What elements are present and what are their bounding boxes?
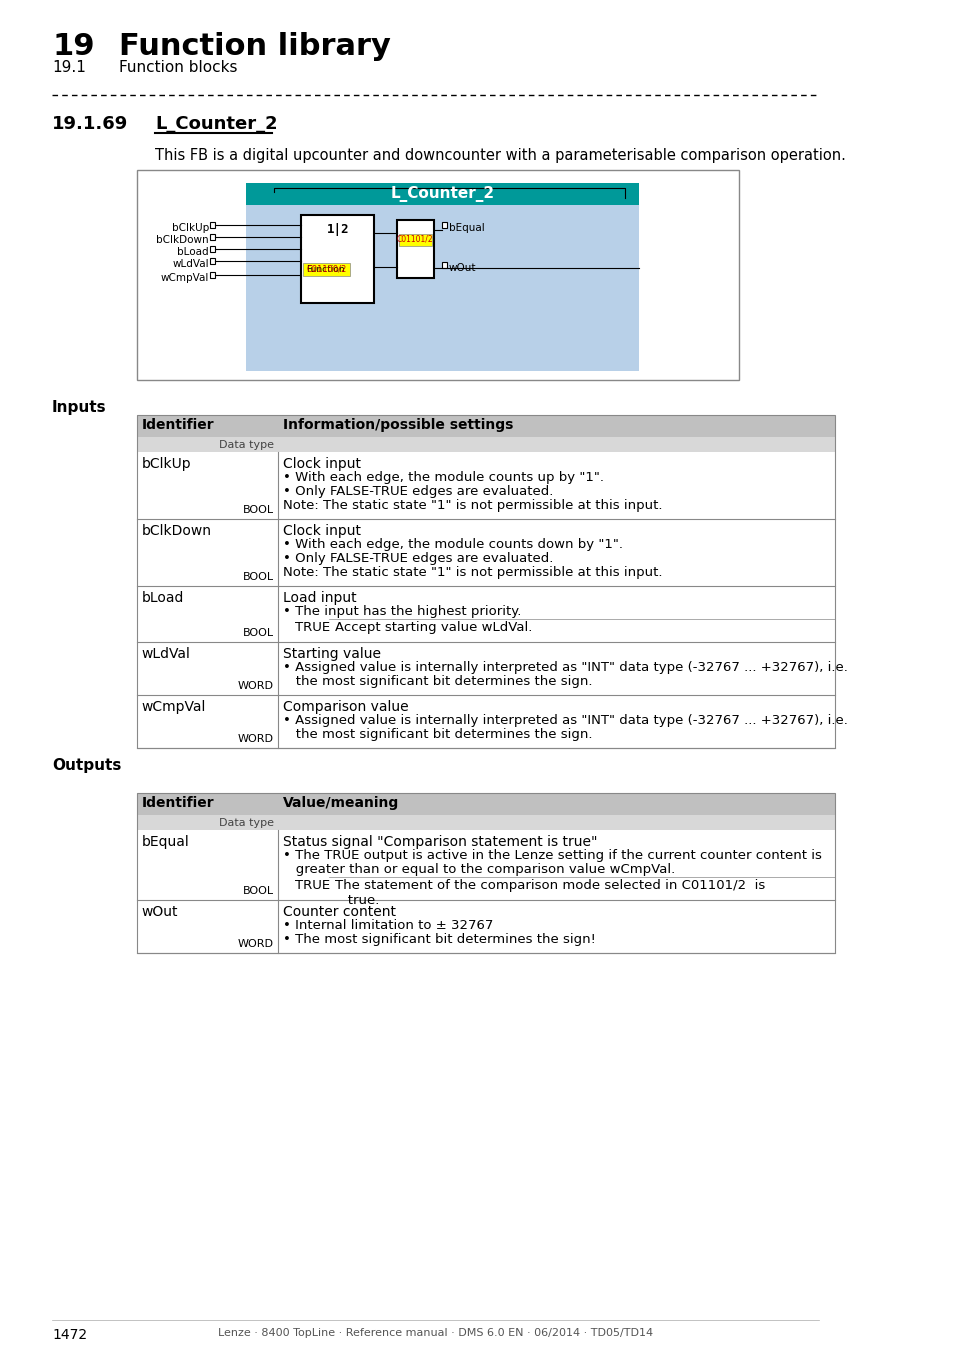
Text: • Only FALSE-TRUE edges are evaluated.: • Only FALSE-TRUE edges are evaluated. <box>283 552 553 566</box>
Bar <box>137 414 834 437</box>
Bar <box>137 815 834 830</box>
Text: • With each edge, the module counts down by "1".: • With each edge, the module counts down… <box>283 539 622 551</box>
Text: This FB is a digital upcounter and downcounter with a parameterisable comparison: This FB is a digital upcounter and downc… <box>155 148 845 163</box>
Text: The statement of the comparison mode selected in C01101/2  is
   true.: The statement of the comparison mode sel… <box>335 879 764 907</box>
Bar <box>396 220 433 278</box>
Bar <box>303 263 350 275</box>
Bar <box>301 215 374 302</box>
Bar <box>137 170 739 379</box>
Text: • The most significant bit determines the sign!: • The most significant bit determines th… <box>283 933 596 946</box>
Text: TRUE: TRUE <box>295 621 330 634</box>
Text: L_Counter_2: L_Counter_2 <box>155 115 277 134</box>
Bar <box>441 262 447 269</box>
Text: BOOL: BOOL <box>242 628 274 639</box>
Text: bClkUp: bClkUp <box>141 458 191 471</box>
Bar <box>246 184 639 371</box>
Text: Value/meaning: Value/meaning <box>283 796 398 810</box>
Text: bEqual: bEqual <box>449 223 484 234</box>
Text: Data type: Data type <box>218 440 274 450</box>
Text: • The TRUE output is active in the Lenze setting if the current counter content : • The TRUE output is active in the Lenze… <box>283 849 821 863</box>
Bar <box>137 900 834 953</box>
Text: bClkDown: bClkDown <box>141 524 212 539</box>
Bar <box>137 643 834 695</box>
Text: C01101/2: C01101/2 <box>396 235 434 244</box>
Text: bClkUp: bClkUp <box>172 223 209 234</box>
Text: wOut: wOut <box>141 904 178 919</box>
Text: Clock input: Clock input <box>283 524 360 539</box>
Text: • The input has the highest priority.: • The input has the highest priority. <box>283 605 520 618</box>
Text: Note: The static state "1" is not permissible at this input.: Note: The static state "1" is not permis… <box>283 566 661 579</box>
Text: wLdVal: wLdVal <box>172 259 209 269</box>
Text: Function library: Function library <box>118 32 390 61</box>
Text: • Assigned value is internally interpreted as "INT" data type (-32767 ... +32767: • Assigned value is internally interpret… <box>283 662 847 674</box>
Text: Counter content: Counter content <box>283 904 395 919</box>
Bar <box>210 258 215 265</box>
Text: wCmpVal: wCmpVal <box>141 701 206 714</box>
Text: Function blocks: Function blocks <box>118 59 237 76</box>
Text: • Assigned value is internally interpreted as "INT" data type (-32767 ... +32767: • Assigned value is internally interpret… <box>283 714 847 728</box>
Text: Data type: Data type <box>218 818 274 828</box>
Text: Accept starting value wLdVal.: Accept starting value wLdVal. <box>335 621 532 634</box>
Bar <box>210 271 215 278</box>
Bar <box>137 586 834 643</box>
Bar <box>137 695 834 748</box>
Text: BOOL: BOOL <box>242 886 274 896</box>
Text: Lenze · 8400 TopLine · Reference manual · DMS 6.0 EN · 06/2014 · TD05/TD14: Lenze · 8400 TopLine · Reference manual … <box>217 1328 652 1338</box>
Text: 19.1.69: 19.1.69 <box>52 115 128 134</box>
Bar <box>137 437 834 452</box>
Text: BOOL: BOOL <box>242 572 274 582</box>
Text: Load input: Load input <box>283 591 356 605</box>
Text: Function: Function <box>306 265 344 274</box>
Bar <box>137 518 834 586</box>
Bar <box>137 792 834 953</box>
Text: wLdVal: wLdVal <box>141 647 191 662</box>
Bar <box>210 221 215 228</box>
Text: the most significant bit determines the sign.: the most significant bit determines the … <box>283 675 592 688</box>
Text: • Internal limitation to ± 32767: • Internal limitation to ± 32767 <box>283 919 493 931</box>
Text: WORD: WORD <box>237 940 274 949</box>
Text: Information/possible settings: Information/possible settings <box>283 418 513 432</box>
Text: Outputs: Outputs <box>52 757 121 774</box>
Text: 19.1: 19.1 <box>52 59 86 76</box>
Text: Status signal "Comparison statement is true": Status signal "Comparison statement is t… <box>283 836 597 849</box>
Text: BOOL: BOOL <box>242 505 274 514</box>
Text: greater than or equal to the comparison value wCmpVal.: greater than or equal to the comparison … <box>283 863 675 876</box>
Bar <box>441 221 447 228</box>
Bar <box>137 792 834 815</box>
Text: TRUE: TRUE <box>295 879 330 892</box>
Bar <box>398 234 432 246</box>
Bar <box>137 414 834 748</box>
Text: 19: 19 <box>52 32 94 61</box>
Text: Clock input: Clock input <box>283 458 360 471</box>
Bar <box>137 830 834 900</box>
Bar <box>137 452 834 518</box>
Text: bClkDown: bClkDown <box>156 235 209 244</box>
Text: • Only FALSE-TRUE edges are evaluated.: • Only FALSE-TRUE edges are evaluated. <box>283 485 553 498</box>
Text: bLoad: bLoad <box>141 591 184 605</box>
Bar <box>210 234 215 240</box>
Text: bLoad: bLoad <box>177 247 209 256</box>
Text: bEqual: bEqual <box>141 836 189 849</box>
Text: Note: The static state "1" is not permissible at this input.: Note: The static state "1" is not permis… <box>283 500 661 512</box>
Text: • With each edge, the module counts up by "1".: • With each edge, the module counts up b… <box>283 471 603 485</box>
Bar <box>246 184 639 205</box>
Text: WORD: WORD <box>237 680 274 691</box>
Text: L_Counter_2: L_Counter_2 <box>390 186 495 202</box>
Text: Comparison value: Comparison value <box>283 701 408 714</box>
Text: 1472: 1472 <box>52 1328 87 1342</box>
Text: Identifier: Identifier <box>141 796 213 810</box>
Text: the most significant bit determines the sign.: the most significant bit determines the … <box>283 728 592 741</box>
Bar <box>210 246 215 252</box>
Text: Inputs: Inputs <box>52 400 107 414</box>
Text: 1|2: 1|2 <box>326 223 349 236</box>
Text: WORD: WORD <box>237 734 274 744</box>
Text: C01100/2: C01100/2 <box>306 265 347 273</box>
Text: Identifier: Identifier <box>141 418 213 432</box>
Text: wOut: wOut <box>449 263 476 273</box>
Text: Starting value: Starting value <box>283 647 380 662</box>
Text: wCmpVal: wCmpVal <box>160 273 209 284</box>
